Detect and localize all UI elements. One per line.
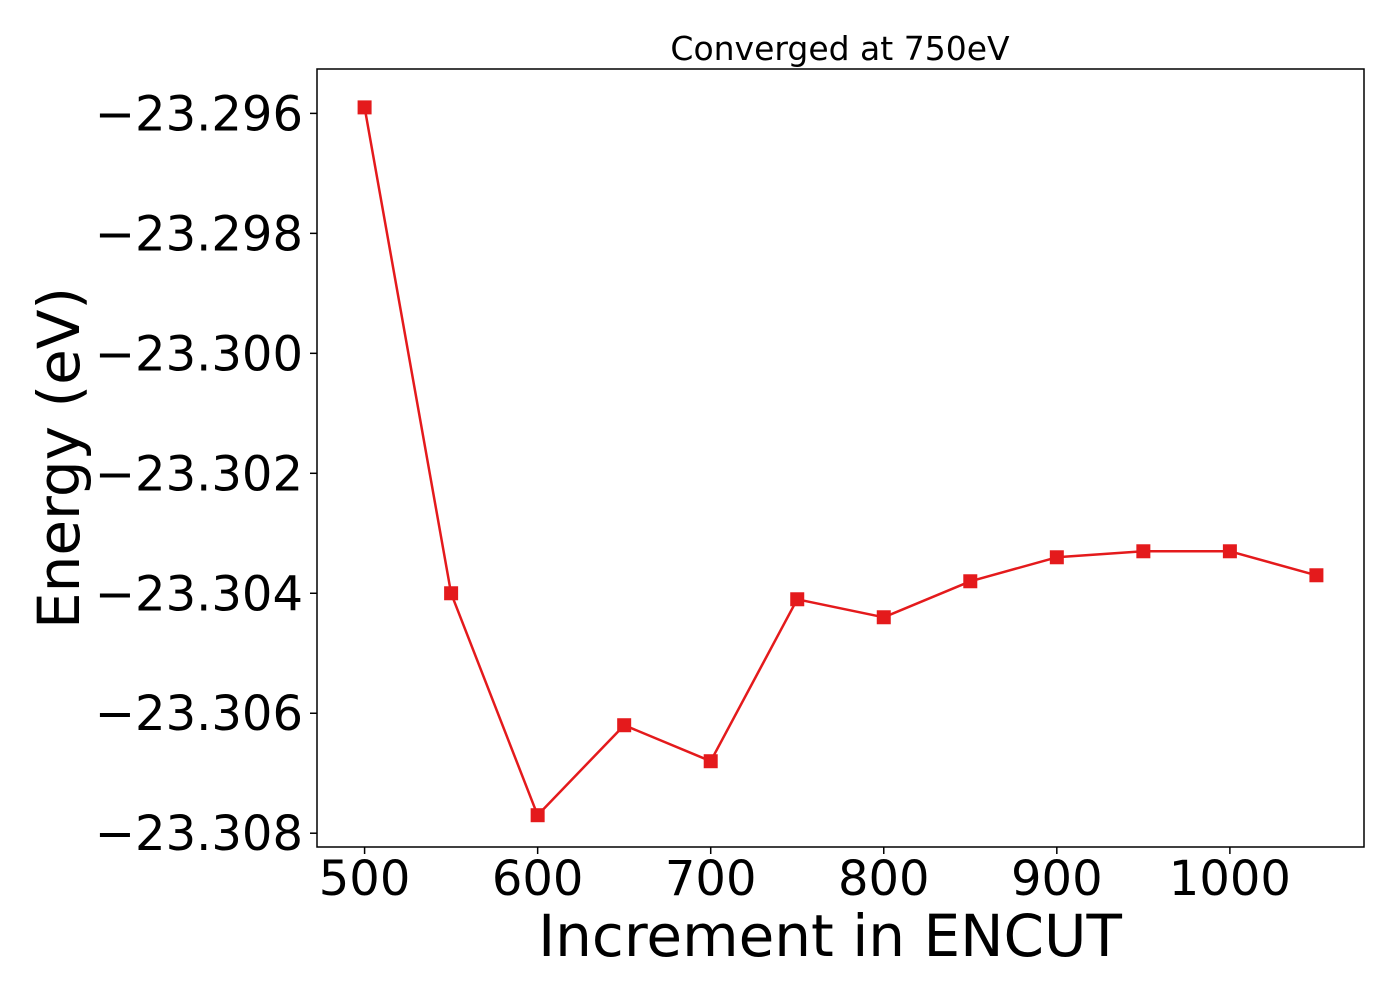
x-tick-label: 1000 [1169, 851, 1291, 907]
x-axis-label: Increment in ENCUT [538, 902, 1122, 970]
x-tick-label: 900 [1011, 851, 1103, 907]
data-point [790, 592, 805, 607]
data-point [617, 718, 632, 733]
plot-frame [316, 68, 1365, 848]
x-tick-label: 800 [838, 851, 930, 907]
x-axis: 500 600 700 800 900 1000 [319, 847, 1291, 907]
series-line [363, 107, 1317, 817]
y-axis: −23.296 −23.298 −23.300 −23.302 −23.304 −23.3… [95, 86, 317, 862]
data-point [1309, 568, 1324, 583]
x-tick-label: 500 [319, 851, 411, 907]
y-tick-label: −23.298 [95, 206, 303, 262]
data-point [444, 586, 459, 601]
chart-title: Converged at 750eV [670, 29, 1010, 68]
data-point [357, 100, 372, 115]
x-tick-label: 600 [492, 851, 584, 907]
data-point [876, 610, 891, 625]
y-tick-label: −23.296 [95, 86, 303, 142]
data-point [963, 574, 978, 589]
series-layer [357, 100, 1324, 823]
data-point [1049, 550, 1064, 565]
data-point [703, 754, 718, 769]
y-axis-label: Energy (eV) [25, 287, 93, 629]
data-point [530, 808, 545, 823]
y-tick-label: −23.300 [95, 326, 303, 382]
plot-area [316, 68, 1365, 848]
y-tick-label: −23.302 [95, 446, 303, 502]
y-tick-label: −23.306 [95, 686, 303, 742]
data-point [1222, 544, 1237, 559]
y-tick-label: −23.308 [95, 806, 303, 862]
y-tick-label: −23.304 [95, 566, 303, 622]
data-point [1136, 544, 1151, 559]
x-tick-label: 700 [665, 851, 757, 907]
